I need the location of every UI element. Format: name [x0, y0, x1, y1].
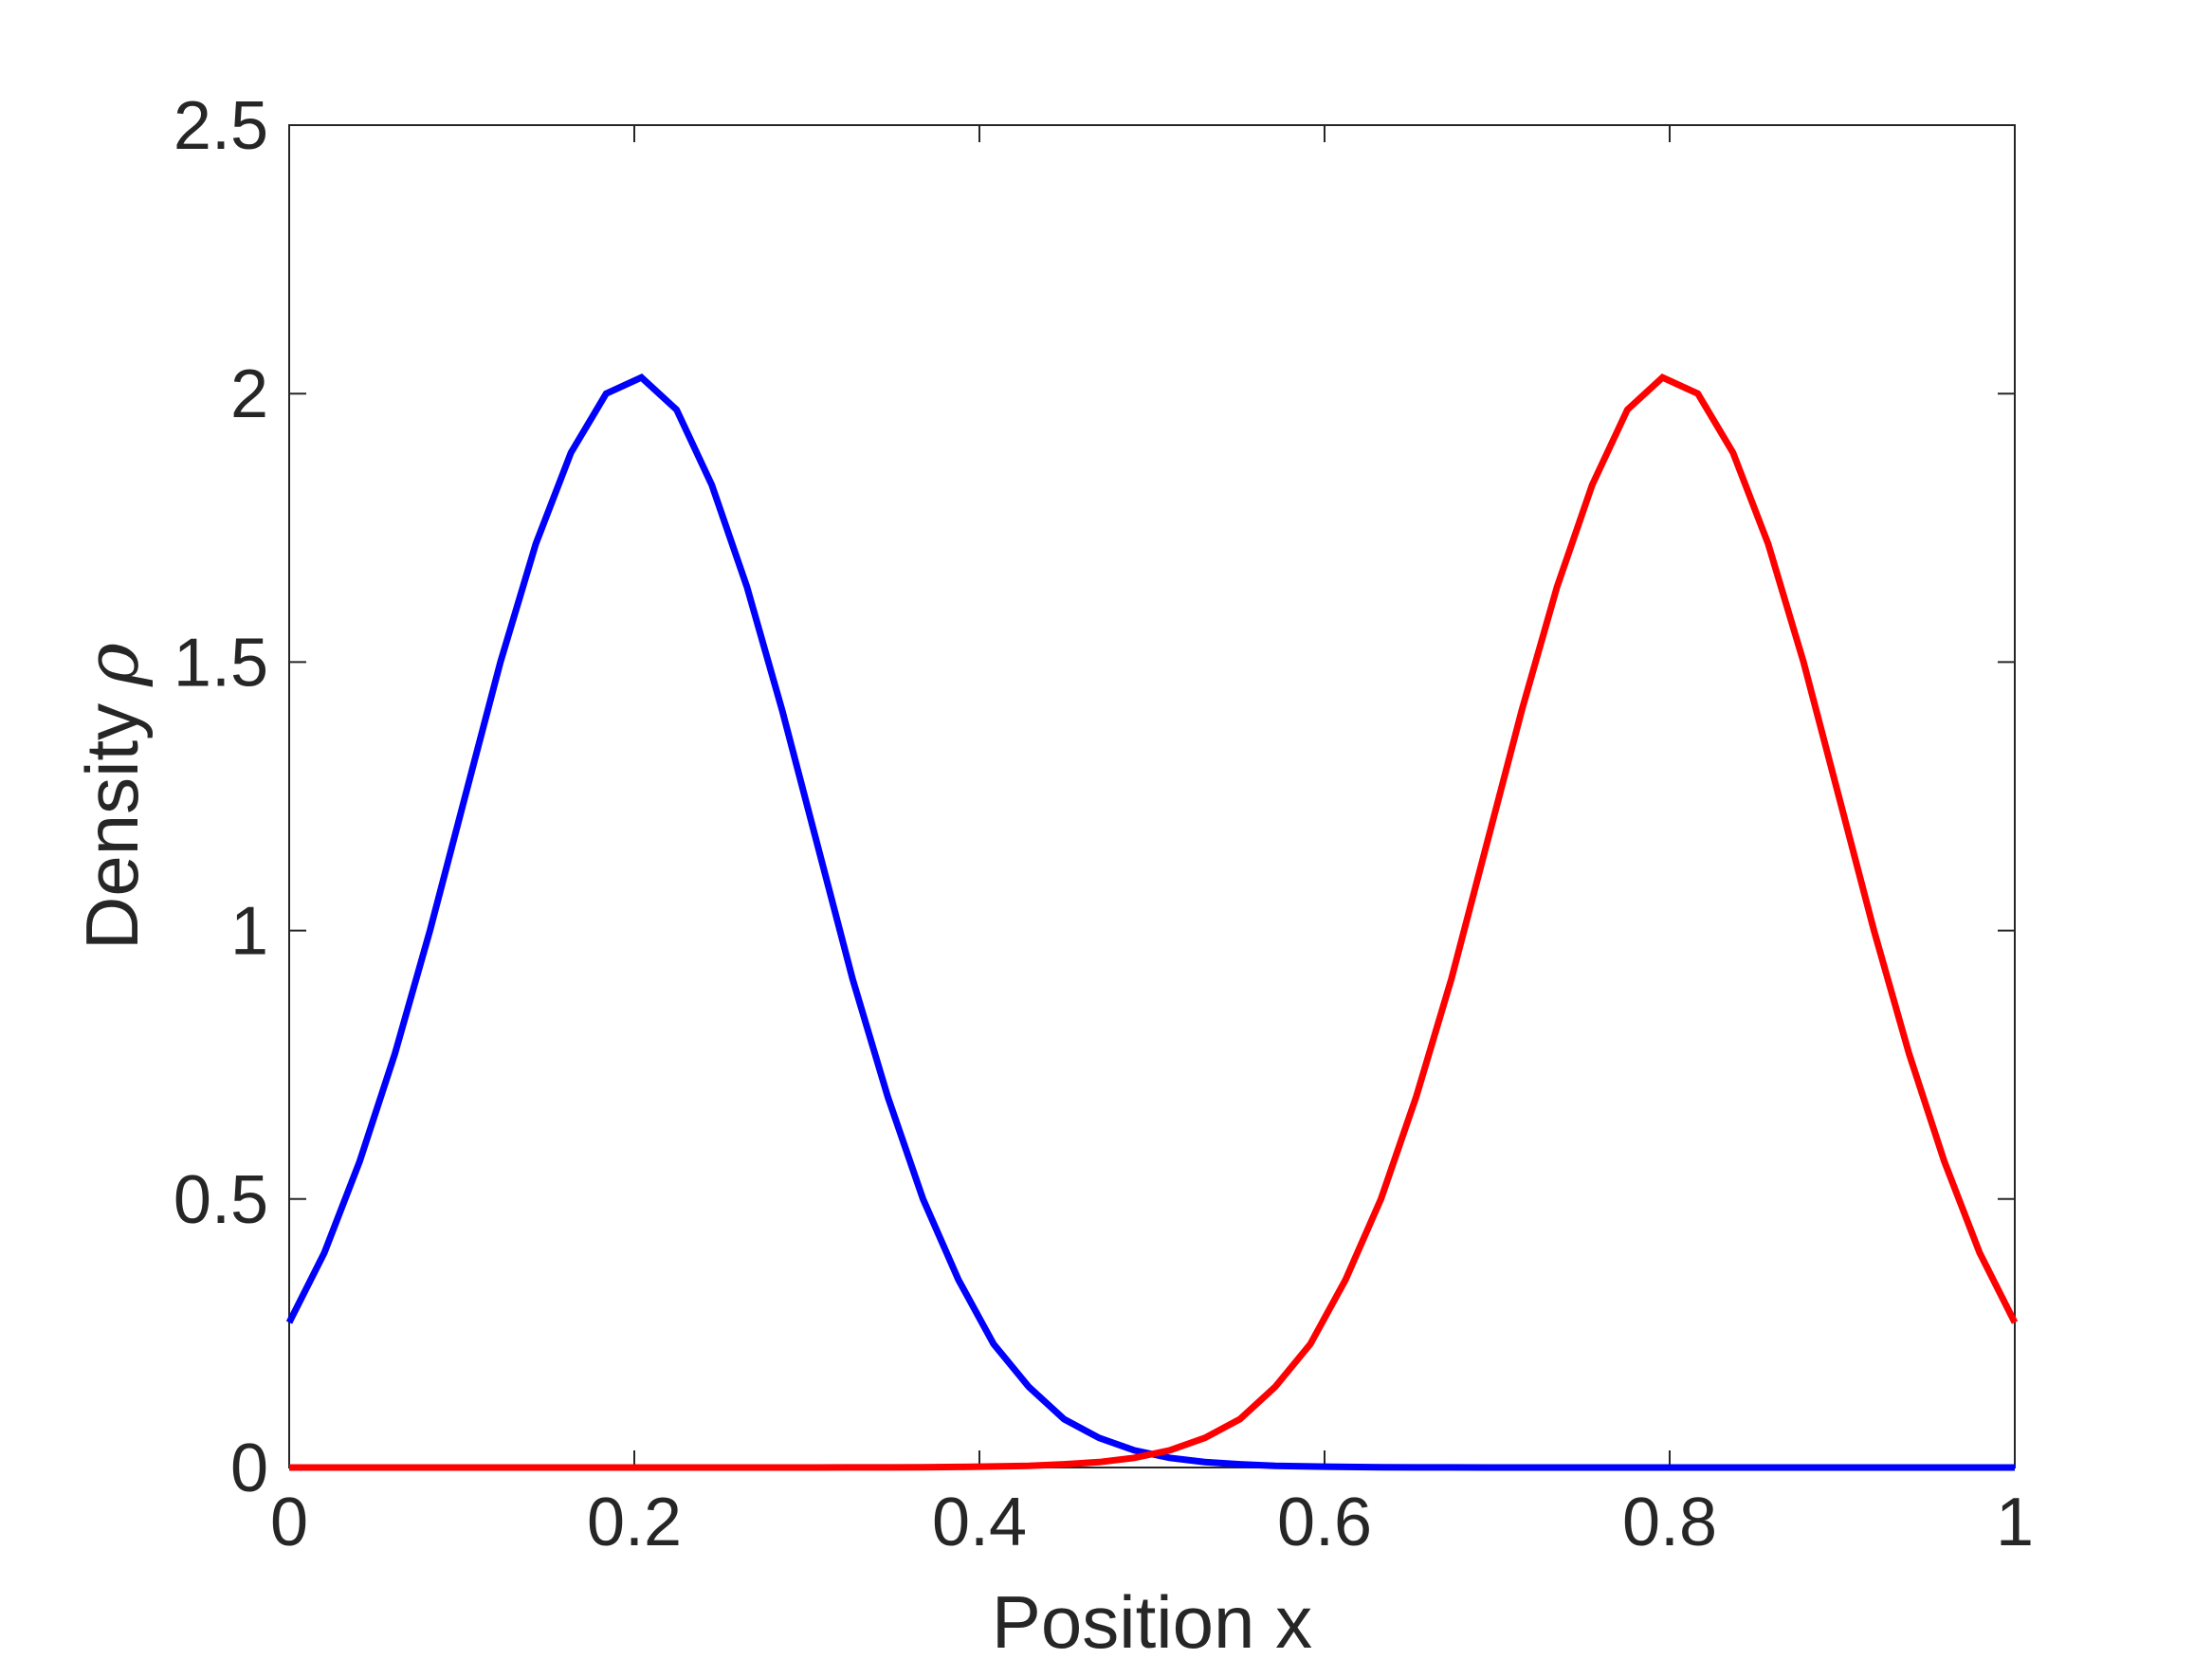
y-axis-label-symbol: ρ	[70, 643, 155, 687]
x-axis-label: Position x	[992, 1580, 1312, 1659]
x-tick-label: 1	[1996, 1485, 2034, 1560]
axis-tick-labels: 0 0.2 0.4 0.6 0.8 1 0 0.5 1 1.5 2 2.5	[174, 88, 2034, 1560]
y-tick-label: 1.5	[174, 625, 268, 701]
plot-frame	[288, 124, 2016, 1468]
y-tick-label: 2.5	[174, 88, 268, 164]
plot-area-frame	[288, 124, 2016, 1468]
y-tick-label: 1	[230, 894, 268, 970]
x-tick-label: 0.8	[1622, 1485, 1717, 1560]
y-tick-label: 2	[230, 356, 268, 432]
series-line-2	[289, 374, 2019, 1471]
y-axis-label: Density ρ	[70, 643, 155, 950]
x-tick-label: 0.2	[587, 1485, 682, 1560]
y-axis-label-text: Density	[70, 703, 154, 950]
series-lines	[285, 374, 2019, 1471]
x-tick-label: 0	[270, 1485, 308, 1560]
y-tick-label: 0	[230, 1431, 268, 1506]
x-tick-label: 0.6	[1277, 1485, 1372, 1560]
x-tick-label: 0.4	[932, 1485, 1027, 1560]
y-tick-label: 0.5	[174, 1162, 268, 1238]
